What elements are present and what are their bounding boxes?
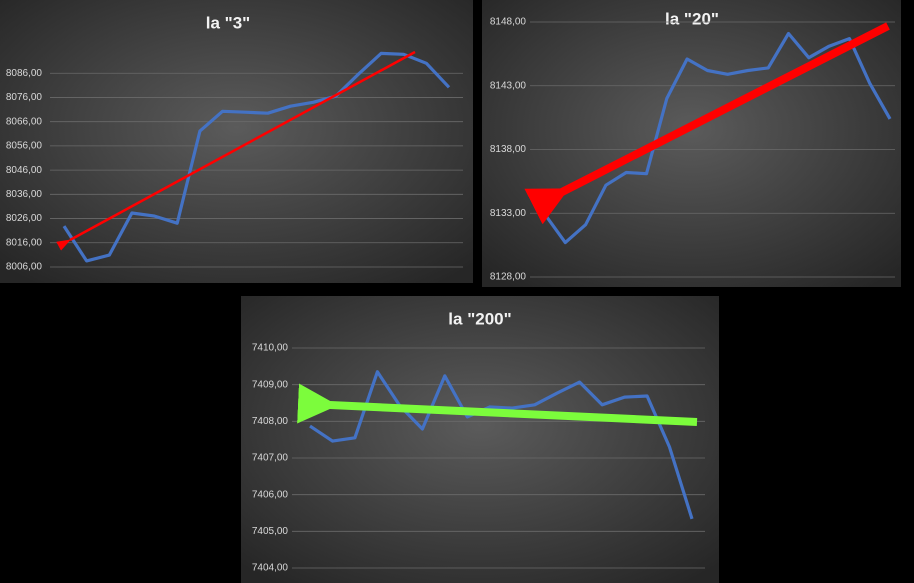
chart-title: la "20" — [665, 9, 719, 28]
chart-background — [241, 296, 719, 583]
y-tick-label: 8086,00 — [6, 68, 43, 79]
y-tick-label: 8076,00 — [6, 92, 43, 103]
trend-arrow — [524, 22, 890, 225]
data-line — [62, 51, 451, 263]
y-tick-label: 7409,00 — [252, 379, 289, 390]
data-line — [543, 31, 892, 245]
y-tick-label: 8143,00 — [490, 80, 527, 91]
y-tick-label: 8148,00 — [490, 17, 527, 28]
y-tick-label: 7406,00 — [252, 489, 289, 500]
chart-title: la "3" — [206, 13, 250, 32]
y-tick-label: 7410,00 — [252, 343, 289, 354]
y-tick-label: 8046,00 — [6, 165, 43, 176]
y-tick-label: 7408,00 — [252, 416, 289, 427]
y-tick-label: 8016,00 — [6, 237, 43, 248]
y-tick-label: 8056,00 — [6, 141, 43, 152]
y-tick-label: 8128,00 — [490, 272, 527, 283]
y-tick-label: 8006,00 — [6, 262, 43, 273]
chart-title: la "200" — [448, 309, 511, 328]
y-tick-label: 8138,00 — [490, 144, 527, 155]
y-tick-label: 8066,00 — [6, 116, 43, 127]
data-line — [309, 370, 694, 520]
trend-arrow — [297, 383, 698, 426]
y-tick-label: 7404,00 — [252, 563, 289, 574]
trend-arrow — [56, 50, 416, 251]
y-tick-label: 8133,00 — [490, 208, 527, 219]
y-tick-label: 7405,00 — [252, 526, 289, 537]
chart-background — [482, 0, 901, 287]
y-tick-label: 8036,00 — [6, 189, 43, 200]
y-tick-label: 8026,00 — [6, 213, 43, 224]
y-tick-label: 7407,00 — [252, 453, 289, 464]
